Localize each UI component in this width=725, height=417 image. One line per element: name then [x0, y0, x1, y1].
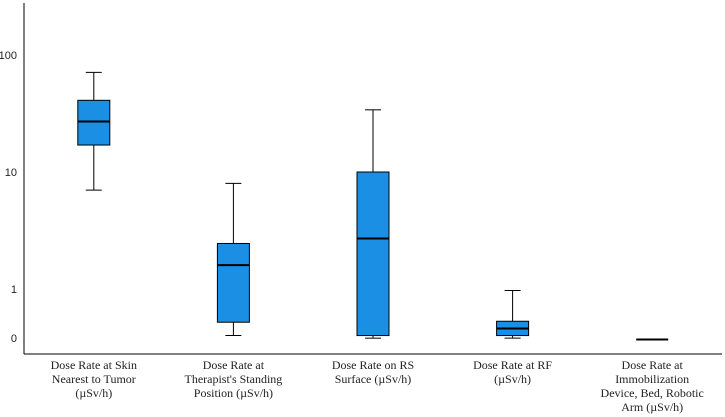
category-label-line: Arm (µSv/h)	[621, 400, 683, 414]
category-label-line: Dose Rate on RS	[332, 358, 414, 372]
box-group	[216, 182, 250, 337]
category-label-line: Immobilization	[615, 372, 689, 386]
category-label: Dose Rate on RS Surface (µSv/h)	[332, 358, 414, 386]
category-label-line: Nearest to Tumor	[52, 372, 136, 386]
category-labels: Dose Rate at Skin Nearest to Tumor (µSv/h)…	[51, 358, 704, 414]
category-label-line: Dose Rate at Skin	[51, 358, 137, 372]
box-group	[496, 290, 530, 339]
category-label: Dose Rate at Therapist's Standing Position…	[184, 358, 282, 400]
box-group	[356, 109, 390, 339]
y-tick-label: 100	[0, 50, 17, 62]
category-label-line: Device, Bed, Robotic	[601, 386, 704, 400]
category-label-line: Dose Rate at	[203, 358, 265, 372]
y-tick-label: 0	[11, 333, 17, 345]
y-tick-label: 1	[11, 284, 17, 296]
category-label-line: Dose Rate at	[622, 358, 684, 372]
category-label: Dose Rate at Immobilization Device, Bed, R…	[601, 358, 704, 414]
category-label: Dose Rate at RF (µSv/h)	[473, 358, 552, 386]
y-tick-label: 10	[5, 167, 17, 179]
category-label-line: Position (µSv/h)	[194, 386, 273, 400]
iqr-box	[356, 171, 390, 337]
iqr-box	[77, 99, 111, 146]
boxes	[77, 71, 669, 341]
category-label-line: Dose Rate at RF	[473, 358, 552, 372]
box-group	[77, 71, 111, 191]
axes	[23, 3, 722, 355]
category-label: Dose Rate at Skin Nearest to Tumor (µSv/h)	[51, 358, 137, 400]
category-label-line: (µSv/h)	[75, 386, 112, 400]
category-label-line: (µSv/h)	[494, 372, 531, 386]
category-label-line: Surface (µSv/h)	[335, 372, 412, 386]
iqr-box	[216, 242, 250, 323]
category-label-line: Therapist's Standing	[184, 372, 282, 386]
